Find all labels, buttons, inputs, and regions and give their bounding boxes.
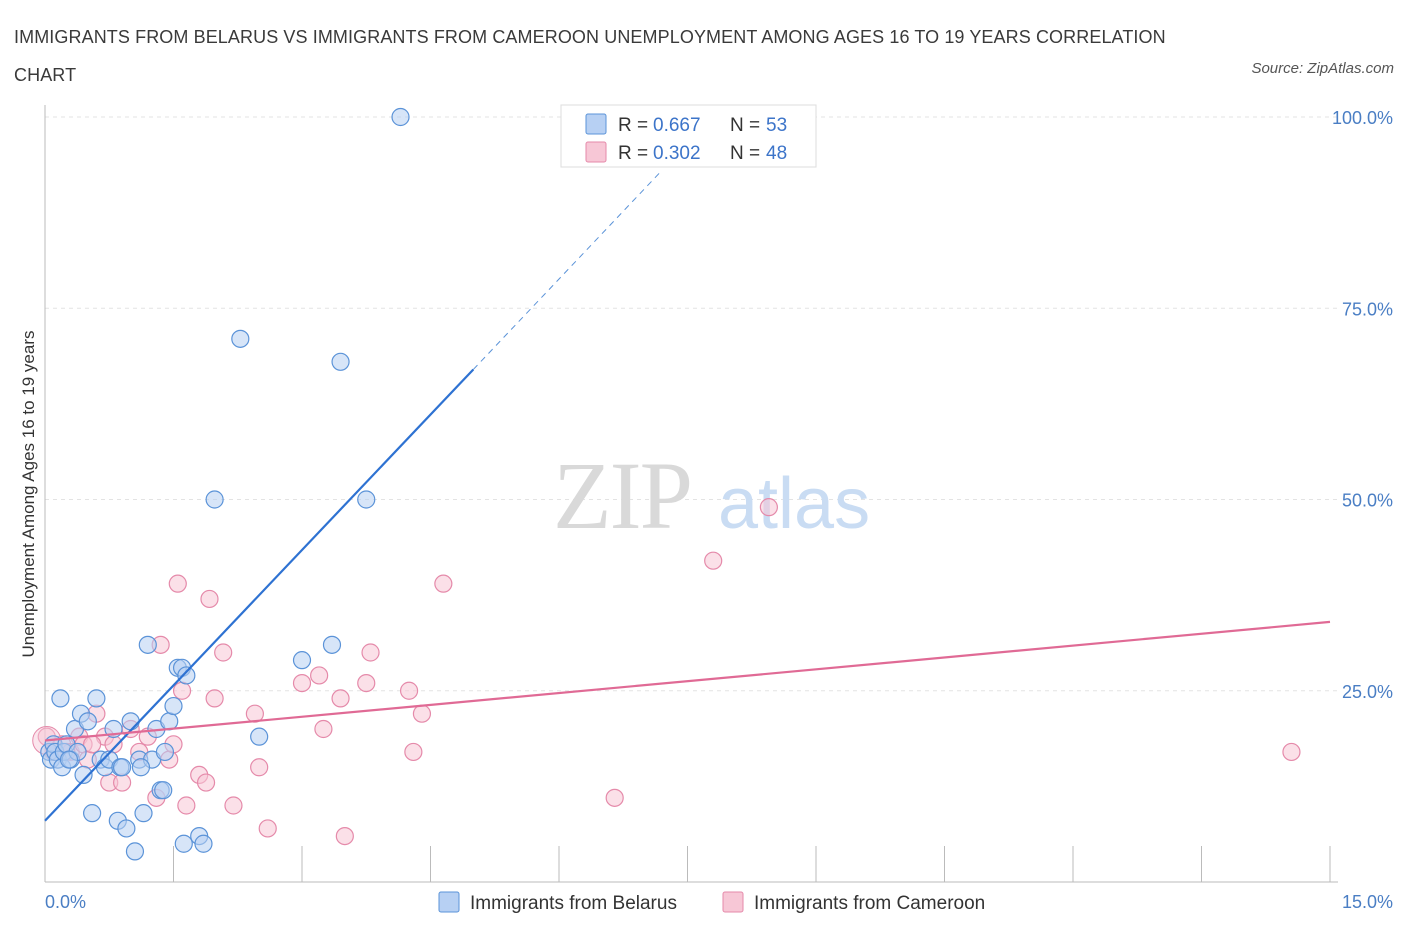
data-point [154, 781, 173, 800]
data-point [205, 490, 224, 509]
data-point [357, 673, 376, 693]
legend-n-label: N = [730, 143, 760, 164]
data-point [196, 773, 216, 792]
legend-n-value: 48 [766, 143, 787, 164]
data-point [224, 796, 243, 815]
watermark-atlas: atlas [718, 464, 870, 544]
trend-lines [44, 170, 1331, 822]
data-point [434, 574, 453, 593]
data-point [1282, 742, 1301, 762]
data-point [399, 681, 419, 700]
data-point [200, 589, 219, 609]
axes [44, 105, 1338, 883]
trend-line-cameroon [44, 620, 1331, 742]
data-point [134, 804, 153, 823]
legend-r-label: R = [618, 143, 648, 164]
data-point [104, 735, 123, 754]
data-point [125, 842, 145, 861]
data-point [121, 712, 140, 731]
data-point [357, 490, 376, 509]
source-label: Source: ZipAtlas.com [1251, 60, 1394, 77]
y-tick-label: 100.0% [1332, 108, 1393, 128]
legend-r-label: R = [618, 115, 648, 136]
data-point [605, 788, 624, 807]
y-tick-label: 50.0% [1342, 491, 1393, 511]
bottom-legend-cameroon: Immigrants from Cameroon [754, 893, 985, 914]
data-point [155, 742, 175, 762]
data-point [160, 712, 179, 731]
data-point [205, 689, 224, 708]
data-point [172, 681, 192, 700]
legend-n-value: 53 [766, 115, 787, 136]
data-point [51, 689, 70, 708]
data-point [138, 635, 157, 654]
legend-n-label: N = [730, 115, 760, 136]
data-point [112, 773, 132, 792]
data-point [258, 819, 277, 838]
data-point [177, 666, 196, 685]
watermark: ZIP atlas [553, 442, 870, 549]
legend-r-value: 0.667 [653, 115, 701, 136]
data-point [704, 551, 723, 570]
data-point [231, 329, 250, 348]
series-belarus-points [40, 107, 410, 861]
legend-swatch-cameroon [585, 141, 607, 163]
bottom-legend-swatch-belarus [438, 891, 460, 913]
data-point [314, 719, 333, 739]
data-point [412, 704, 432, 723]
data-point [83, 804, 102, 823]
data-point [164, 696, 183, 716]
tick-labels: 25.0% 50.0% 75.0% 100.0% 0.0% 15.0% [45, 108, 1393, 912]
data-point [78, 712, 97, 731]
legend: R = 0.667 N = 53 R = 0.302 N = 48 [560, 104, 817, 168]
chart-title: IMMIGRANTS FROM BELARUS VS IMMIGRANTS FR… [14, 27, 1166, 85]
bottom-legend-belarus: Immigrants from Belarus [470, 893, 677, 914]
x-tick-label: 15.0% [1342, 892, 1393, 912]
data-point [322, 635, 342, 654]
data-point [404, 742, 423, 762]
data-point [759, 498, 778, 517]
data-point [292, 651, 312, 670]
legend-swatch-belarus [585, 113, 607, 135]
data-point [292, 673, 312, 693]
data-point [250, 758, 269, 777]
trend-line-belarus [44, 368, 475, 822]
data-point [310, 666, 329, 685]
data-point [117, 819, 136, 838]
grid-lines [45, 116, 1338, 692]
y-tick-label: 25.0% [1342, 682, 1393, 702]
data-point [391, 107, 410, 127]
series-cameroon-points [32, 498, 1301, 846]
data-point [335, 826, 354, 846]
trend-line-belarus-extension [472, 170, 663, 370]
data-point [59, 750, 79, 769]
data-point [250, 727, 269, 746]
y-tick-label: 75.0% [1342, 299, 1393, 319]
data-point [331, 352, 350, 371]
data-point [174, 834, 193, 853]
x-tick-label: 0.0% [45, 892, 86, 912]
data-point [168, 574, 187, 593]
y-axis-title: Unemployment Among Ages 16 to 19 years [19, 331, 38, 658]
data-point [177, 796, 196, 815]
legend-r-value: 0.302 [653, 143, 701, 164]
data-point [194, 834, 213, 853]
bottom-legend: Immigrants from Belarus Immigrants from … [438, 891, 985, 914]
data-point [112, 758, 132, 777]
bottom-legend-swatch-cameroon [722, 891, 744, 913]
watermark-zip: ZIP [553, 442, 691, 549]
data-point [214, 643, 233, 662]
data-point [87, 689, 106, 708]
data-point [331, 689, 350, 708]
data-point [361, 643, 380, 662]
data-point [74, 765, 93, 785]
data-point [131, 758, 151, 777]
